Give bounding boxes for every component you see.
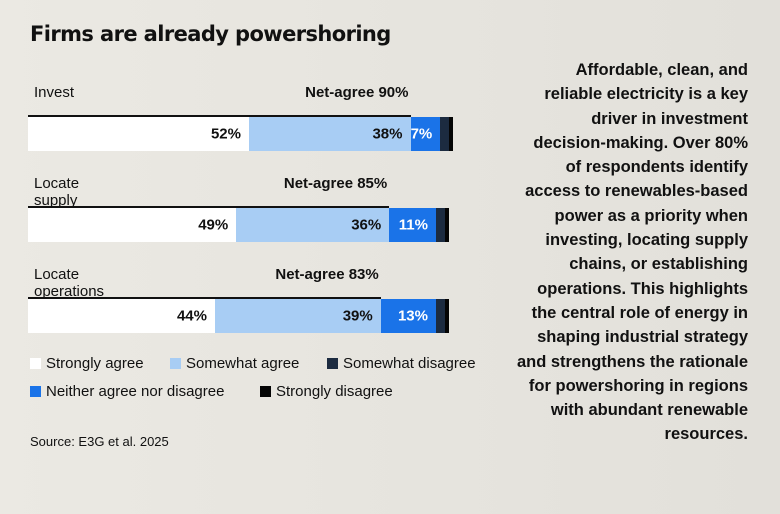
- stacked-bar: 52% 38% 7%: [28, 117, 453, 151]
- net-agree-label: Net-agree 85%: [283, 175, 388, 192]
- data-label: 13%: [397, 307, 428, 325]
- legend-swatch-somewhat-agree: [170, 358, 181, 369]
- bar-segment-somewhat-agree: 39%: [215, 299, 381, 333]
- data-label: 7%: [410, 125, 433, 143]
- data-label: 11%: [398, 216, 428, 234]
- side-commentary: Affordable, clean, and reliable electric…: [516, 61, 748, 444]
- legend-label: Neither agree nor disagree: [46, 383, 225, 400]
- legend-label: Strongly agree: [46, 355, 144, 372]
- bar-segment-strongly-disagree: [444, 208, 449, 242]
- category-label: Invest: [34, 84, 75, 101]
- legend-swatch-strongly-agree: [30, 358, 41, 369]
- data-label: 38%: [372, 125, 403, 143]
- bar-segment-neither-agree-nor-disagree: 11%: [389, 208, 436, 242]
- bar-segment-neither-agree-nor-disagree: 7%: [410, 117, 441, 151]
- legend-swatch-neither: [30, 386, 41, 397]
- bar-segment-somewhat-agree: 38%: [249, 117, 411, 151]
- bar-segment-somewhat-disagree: [440, 117, 449, 151]
- legend-item-neither: Neither agree nor disagree: [30, 383, 224, 400]
- data-label: 52%: [210, 125, 241, 143]
- category-label: Locate operations: [34, 266, 105, 300]
- data-label: 36%: [351, 216, 382, 234]
- legend-label: Strongly disagree: [276, 383, 393, 400]
- data-label: 39%: [342, 307, 373, 325]
- legend-item-strongly-disagree: Strongly disagree: [260, 383, 393, 400]
- stacked-bar: 44% 39% 13%: [28, 299, 449, 333]
- legend-item-somewhat-agree: Somewhat agree: [170, 355, 299, 372]
- legend-label: Somewhat agree: [186, 355, 300, 372]
- bar-segment-strongly-agree: 49%: [28, 208, 237, 242]
- bar-segment-strongly-disagree: [444, 299, 449, 333]
- legend-item-strongly-agree: Strongly agree: [30, 355, 144, 372]
- data-label: 49%: [198, 216, 229, 234]
- bar-segment-somewhat-disagree: [436, 299, 445, 333]
- bar-segment-strongly-agree: 44%: [28, 299, 215, 333]
- legend-item-somewhat-disagree: Somewhat disagree: [327, 355, 476, 372]
- bar-segment-strongly-agree: 52%: [28, 117, 249, 151]
- net-agree-label: Net-agree 83%: [275, 266, 379, 283]
- stacked-bar: 49% 36% 11%: [28, 208, 449, 242]
- bar-segment-strongly-disagree: [448, 117, 453, 151]
- net-agree-label: Net-agree 90%: [305, 84, 409, 101]
- legend-swatch-strongly-disagree: [260, 386, 271, 397]
- legend-label: Somewhat disagree: [343, 355, 476, 372]
- bar-segment-somewhat-agree: 36%: [236, 208, 390, 242]
- bar-segment-somewhat-disagree: [436, 208, 445, 242]
- bar-segment-neither-agree-nor-disagree: 13%: [380, 299, 436, 333]
- legend-swatch-somewhat-disagree: [327, 358, 338, 369]
- data-label: 44%: [176, 307, 207, 325]
- chart-title: Firms are already powershoring: [30, 22, 391, 46]
- source-note: Source: E3G et al. 2025: [30, 434, 169, 449]
